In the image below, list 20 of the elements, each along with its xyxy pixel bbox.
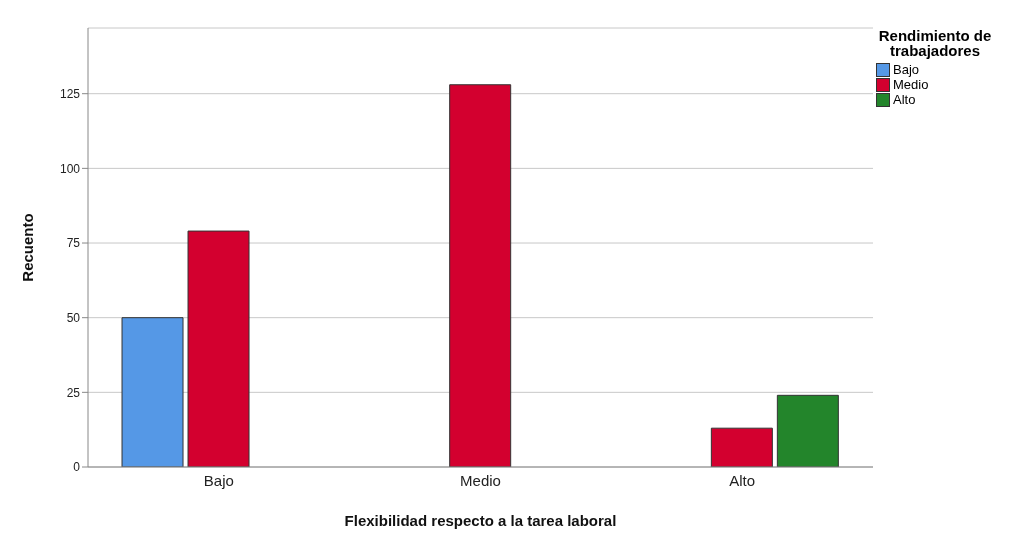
legend-title: Rendimiento de trabajadores <box>877 27 993 59</box>
legend-label: Bajo <box>892 62 921 77</box>
y-tick-label: 0 <box>73 460 81 475</box>
bar <box>710 427 773 467</box>
legend-label: Alto <box>892 92 917 107</box>
x-axis-title: Flexibilidad respecto a la tarea laboral <box>344 511 617 529</box>
bar <box>449 84 512 467</box>
y-axis-title: Recuento <box>19 213 37 282</box>
x-tick-label: Medio <box>460 471 501 489</box>
y-tick-label: 125 <box>59 86 81 101</box>
y-tick-label: 25 <box>66 385 81 400</box>
x-tick-label: Bajo <box>203 471 234 489</box>
x-tick-label: Alto <box>729 471 756 489</box>
y-tick-label: 50 <box>66 310 81 325</box>
legend-label: Medio <box>892 77 930 92</box>
bar <box>187 230 250 467</box>
y-tick-label: 100 <box>59 161 81 176</box>
bar <box>776 394 839 467</box>
y-tick-label: 75 <box>66 236 81 251</box>
bar <box>121 317 184 467</box>
